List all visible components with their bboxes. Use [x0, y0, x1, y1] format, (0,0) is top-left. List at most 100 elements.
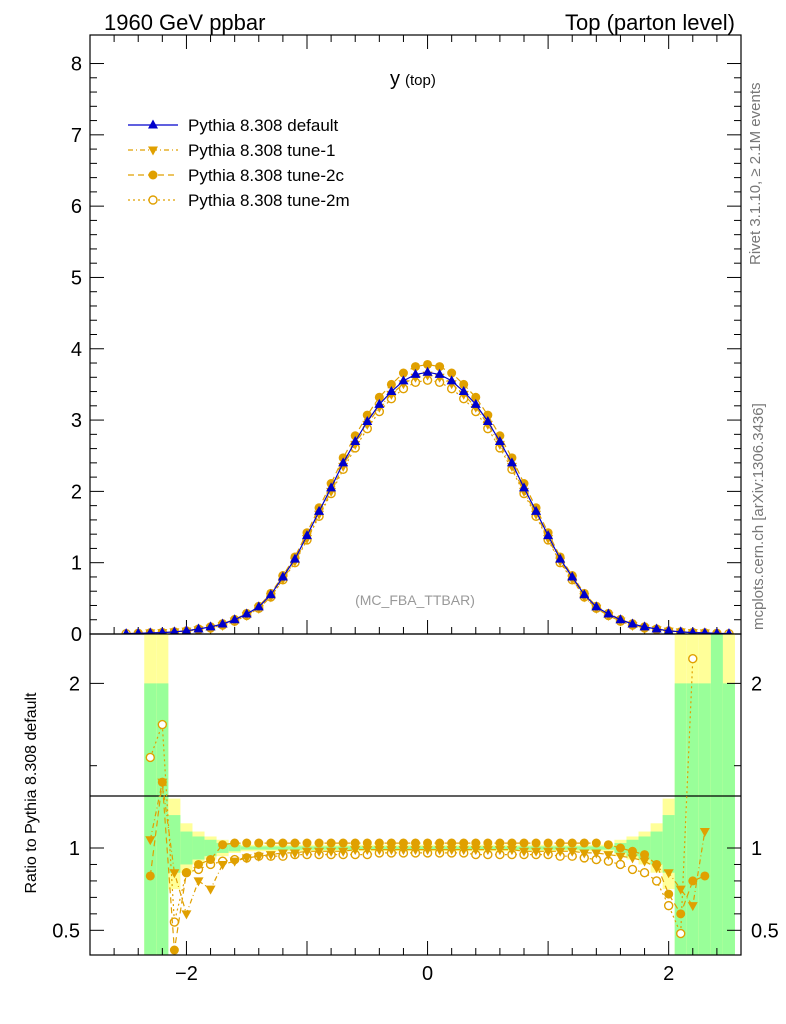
ratio-point-pythia-8-308-tune-1 [326, 847, 337, 857]
ratio-point-pythia-8-308-tune-2c [145, 871, 155, 881]
ratio-point-pythia-8-308-tune-2c [411, 838, 420, 848]
band-inner-bin [180, 831, 193, 865]
ratio-point-pythia-8-308-tune-2c [628, 846, 637, 856]
ratio-point-pythia-8-308-tune-2c [507, 838, 517, 848]
ratio-point-pythia-8-308-tune-2c [398, 838, 408, 848]
ratio-point-pythia-8-308-tune-2c [423, 838, 433, 848]
ratio-point-pythia-8-308-tune-1 [241, 854, 252, 864]
ratio-point-pythia-8-308-tune-2c [531, 838, 541, 848]
legend-marker [148, 195, 158, 205]
uncertainty-band [144, 634, 735, 955]
legend: Pythia 8.308 default Pythia 8.308 tune-1 P… [128, 116, 350, 210]
upper-ytick-label: 0 [71, 624, 82, 646]
ratio-point-pythia-8-308-tune-1 [615, 852, 626, 862]
ratio-point-pythia-8-308-tune-1 [458, 846, 469, 856]
point-pythia-8-308-tune-2c [447, 368, 457, 378]
upper-ytick-label: 3 [71, 410, 82, 432]
ratio-point-pythia-8-308-tune-2m [157, 719, 168, 730]
ratio-point-pythia-8-308-tune-2c [688, 876, 698, 886]
point-pythia-8-308-default [302, 530, 312, 540]
ratio-point-pythia-8-308-tune-1 [193, 877, 204, 887]
ratio-point-pythia-8-308-tune-2c [495, 838, 505, 848]
ratio-ytick-label-right: 1 [751, 838, 762, 860]
point-pythia-8-308-tune-2c [386, 379, 396, 389]
ratio-ylabel: Ratio to Pythia 8.308 default [23, 692, 40, 894]
ratio-point-pythia-8-308-tune-2c [194, 859, 203, 869]
point-pythia-8-308-default [193, 623, 204, 633]
point-pythia-8-308-tune-2c [398, 368, 408, 378]
point-pythia-8-308-default [326, 482, 337, 492]
ratio-point-pythia-8-308-tune-2c [676, 909, 686, 919]
main-plot-panel: 0 1 2 3 4 5 6 7 8 y (top) (MC_FBA_TTBAR) Pythia … [71, 34, 742, 646]
point-pythia-8-308-default [350, 435, 361, 445]
ratio-point-pythia-8-308-tune-1 [639, 857, 650, 867]
ratio-xtick-label: 2 [663, 963, 674, 985]
point-pythia-8-308-default [701, 627, 709, 634]
upper-ytick-label: 2 [71, 481, 82, 503]
ratio-point-pythia-8-308-tune-1 [675, 885, 686, 895]
point-pythia-8-308-default [434, 368, 445, 378]
point-pythia-8-308-default [277, 571, 288, 581]
point-pythia-8-308-default [531, 505, 542, 515]
ratio-ytick-label: 1 [69, 838, 80, 860]
point-pythia-8-308-default [170, 626, 179, 634]
upper-ytick-label: 8 [71, 54, 82, 76]
point-pythia-8-308-default [134, 627, 142, 634]
ratio-point-pythia-8-308-tune-2c [459, 838, 469, 848]
point-pythia-8-308-default [688, 627, 697, 634]
ratio-point-pythia-8-308-tune-1 [145, 836, 156, 846]
ratio-point-pythia-8-308-tune-2c [543, 838, 553, 848]
header-left: 1960 GeV ppbar [104, 10, 265, 35]
rivet-label: Rivet 3.1.10, ≥ 2.1M events [747, 83, 764, 266]
ratio-point-pythia-8-308-tune-1 [314, 847, 325, 857]
point-pythia-8-308-tune-2c [435, 362, 445, 372]
ratio-point-pythia-8-308-tune-1 [531, 847, 542, 857]
point-pythia-8-308-default [241, 608, 252, 618]
point-pythia-8-308-default [265, 589, 276, 599]
ratio-point-pythia-8-308-tune-2c [290, 838, 300, 848]
point-pythia-8-308-default [229, 614, 240, 624]
ratio-point-pythia-8-308-tune-1 [374, 846, 385, 856]
ratio-point-pythia-8-308-tune-2m [651, 876, 662, 886]
ratio-point-pythia-8-308-tune-2m [639, 867, 650, 878]
ratio-point-pythia-8-308-tune-1 [470, 846, 481, 856]
point-pythia-8-308-default [713, 627, 721, 634]
ratio-point-pythia-8-308-tune-1 [181, 910, 192, 920]
ratio-point-pythia-8-308-tune-1 [482, 846, 493, 856]
ratio-point-pythia-8-308-tune-2c [230, 838, 240, 848]
plot-title-main: y [390, 68, 400, 90]
point-pythia-8-308-default [338, 457, 349, 467]
ratio-point-pythia-8-308-tune-2m [688, 653, 698, 664]
band-inner-bin [168, 815, 181, 873]
ratio-point-pythia-8-308-tune-1 [663, 869, 674, 879]
ratio-point-pythia-8-308-tune-2c [664, 889, 674, 899]
ratio-point-pythia-8-308-tune-1 [555, 847, 566, 857]
upper-ytick-label: 4 [71, 339, 82, 361]
ratio-point-pythia-8-308-tune-2c [591, 838, 601, 848]
ratio-series-layer [145, 653, 710, 955]
ratio-point-pythia-8-308-tune-1 [302, 847, 312, 857]
ratio-point-pythia-8-308-tune-1 [494, 846, 505, 856]
band-inner-bin [228, 844, 241, 852]
ratio-point-pythia-8-308-tune-1 [350, 846, 361, 856]
ratio-point-pythia-8-308-tune-1 [434, 846, 445, 856]
band-inner-bin [710, 634, 723, 955]
ratio-point-pythia-8-308-tune-1 [277, 849, 288, 859]
upper-ytick-label: 7 [71, 125, 82, 147]
point-pythia-8-308-tune-2c [471, 392, 481, 402]
point-pythia-8-308-default [639, 621, 650, 631]
ratio-point-pythia-8-308-tune-2c [181, 868, 191, 878]
ratio-axis-ticks: 0.5 0.5 1 1 2 2 −2 0 2 [52, 673, 779, 985]
ratio-point-pythia-8-308-tune-1 [627, 854, 638, 864]
mcplots-label: mcplots.cern.ch [arXiv:1306.3436] [750, 403, 767, 630]
ratio-point-pythia-8-308-tune-1 [591, 849, 602, 859]
point-pythia-8-308-default [579, 589, 590, 599]
ratio-point-pythia-8-308-tune-2c [338, 838, 348, 848]
ratio-ytick-label-right: 0.5 [751, 920, 779, 942]
watermark: (MC_FBA_TTBAR) [355, 592, 475, 608]
ratio-point-pythia-8-308-tune-1 [289, 849, 300, 859]
point-pythia-8-308-default [458, 386, 469, 396]
ratio-point-pythia-8-308-tune-1 [410, 846, 421, 856]
point-pythia-8-308-default [253, 601, 264, 611]
point-pythia-8-308-default [555, 553, 566, 563]
